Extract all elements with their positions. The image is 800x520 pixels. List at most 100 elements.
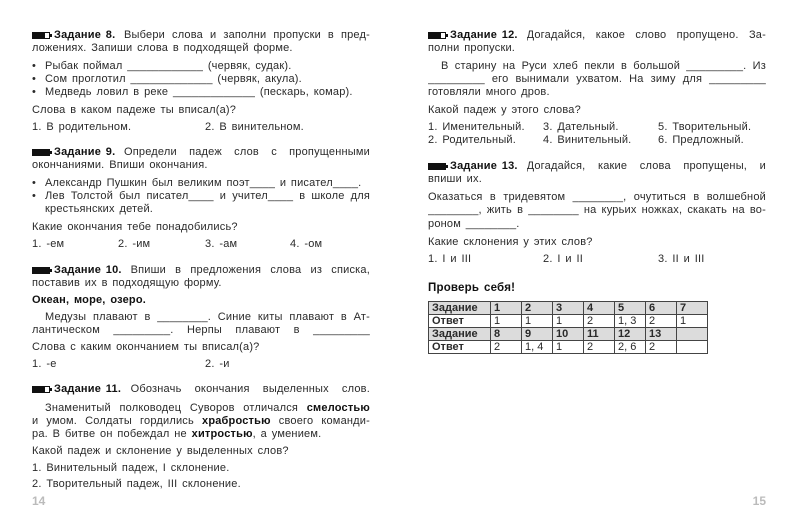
task-instruction: Впиши в предложения слова из списка, [130,264,370,276]
task-title: Задание 8. [54,29,116,41]
answer-option: 2. -им [118,238,151,250]
table-cell: 3 [552,301,584,315]
bullet-icon: • [32,60,37,72]
table-cell: 13 [645,327,677,341]
table-cell: 2 [583,340,615,354]
bullet-icon: • [32,190,37,202]
table-cell: 9 [521,327,553,341]
emphasized-word: хитростью [191,428,253,440]
answer-option: 2. I и II [543,253,583,265]
emphasized-word: храбростью [202,415,271,427]
answer-option: 1. Именительный. [428,121,525,133]
answer-option: 2. В винительном. [205,121,304,133]
table-cell [676,340,708,354]
table-row: Задание 1 2 3 4 5 6 7 [428,301,708,315]
table-cell: 5 [614,301,646,315]
table-cell: 8 [490,327,522,341]
table-cell: 7 [676,301,708,315]
table-cell: 4 [583,301,615,315]
table-cell: 10 [552,327,584,341]
text-line: роном ________. [428,218,520,230]
bullet-item: Александр Пушкин был великим поэт____ и … [45,177,362,189]
bullet-icon: • [32,73,37,85]
table-cell: 12 [614,327,646,341]
difficulty-battery-icon [32,149,52,156]
row-label: Ответ [428,340,491,354]
answer-option: 2. -и [205,358,230,370]
answer-option: 2. Родительный. [428,134,517,146]
page-number-right: 15 [752,494,766,508]
table-cell: 1 [676,314,708,328]
text-line: Слова в каком падеже ты вписал(а)? [32,104,237,116]
text-line: ________, жить в ________ на курьих ножк… [428,204,766,216]
text-line: впиши их. [428,173,482,185]
answer-option: 5. Творительный. [658,121,752,133]
text-line: полни пропуски. [428,42,516,54]
row-label: Ответ [428,314,491,328]
table-cell: 11 [583,327,615,341]
difficulty-battery-icon [428,163,448,170]
table-cell: 1 [552,314,584,328]
answer-option: 6. Предложный. [658,134,744,146]
bullet-item: Лев Толстой был писател____ и учител____… [45,190,370,202]
page-number-left: 14 [32,494,46,508]
table-cell: 2 [490,340,522,354]
text-line: _________ его вынимали ухватом. На зиму … [428,73,766,85]
text-line: Какой падеж у этого слова? [428,104,581,116]
table-row: Задание 8 9 10 11 12 13 [428,327,708,341]
answer-option: 1. -ем [32,238,65,250]
text-line: ра. В битве он побеждал не хитростью, а … [32,428,322,440]
task-title: Задание 9. [54,146,116,158]
task-title: Задание 10. [54,264,122,276]
paragraph-line: Медузы плавают в ________. Синие киты пл… [45,311,370,323]
table-cell: 2, 6 [614,340,646,354]
text-line: Какие окончания тебе понадобились? [32,221,238,233]
table-cell: 1, 3 [614,314,646,328]
text-line: поставив их в подходящую форму. [32,277,222,289]
bullet-item: Сом проглотил _____________ (червяк, аку… [45,73,302,85]
answer-option: 1. I и III [428,253,472,265]
emphasized-word: смелостью [306,402,370,414]
text-line: и умом. Солдаты гордились храбростью сво… [32,415,370,427]
text-line: окончаниями. Впиши окончания. [32,159,208,171]
task-instruction: Догадайся, какое слово пропущено. За- [526,29,766,41]
task-title: Задание 13. [450,160,518,172]
task-title: Задание 12. [450,29,518,41]
difficulty-battery-icon [32,267,52,274]
text-line: Какой падеж и склонение у выделенных сло… [32,445,289,457]
table-cell: 1 [490,314,522,328]
check-yourself-title: Проверь себя! [428,282,516,294]
answer-option: 4. -ом [290,238,323,250]
answer-table: Задание 1 2 3 4 5 6 7 Ответ 1 1 1 2 1, 3 2 1 Задание 8 9 10… [428,301,708,354]
difficulty-battery-icon [32,386,52,393]
task-instruction: Выбери слова и заполни пропуски в пред- [124,29,370,41]
word-list: Океан, море, озеро. [32,294,147,306]
text-line: Слова с каким окончанием ты вписал(а)? [32,341,260,353]
text-line: Какие склонения у этих слов? [428,236,593,248]
text-line: лантическом _________. Нерпы плавают в _… [32,324,370,336]
text-line: Оказаться в тридевятом ________, очутить… [428,191,766,203]
table-cell: 1, 4 [521,340,553,354]
text-line: 2. Творительный падеж, III склонение. [32,478,241,490]
paragraph-line: В старину на Руси хлеб пекли в большой _… [441,60,766,72]
task-instruction: Определи падеж слов с пропущенными [124,146,370,158]
task-instruction: Догадайся, какие слова пропущены, и [526,160,766,172]
bullet-icon: • [32,86,37,98]
paragraph-line: Знаменитый полководец Суворов отличался … [45,402,370,414]
text-line: ложениях. Запиши слова в подходящей форм… [32,42,293,54]
table-cell: 2 [583,314,615,328]
answer-option: 4. Винительный. [543,134,632,146]
answer-option: 1. В родительном. [32,121,132,133]
table-cell: 6 [645,301,677,315]
text-line: готовляли много дров. [428,86,550,98]
table-cell: 2 [521,301,553,315]
row-label: Задание [428,327,491,341]
bullet-item: Рыбак поймал ____________ (червяк, судак… [45,60,292,72]
table-cell: 1 [490,301,522,315]
answer-option: 3. -ам [205,238,238,250]
bullet-item-continued: крестьянских детей. [45,203,154,215]
answer-option: 3. Дательный. [543,121,619,133]
difficulty-battery-icon [428,32,448,39]
